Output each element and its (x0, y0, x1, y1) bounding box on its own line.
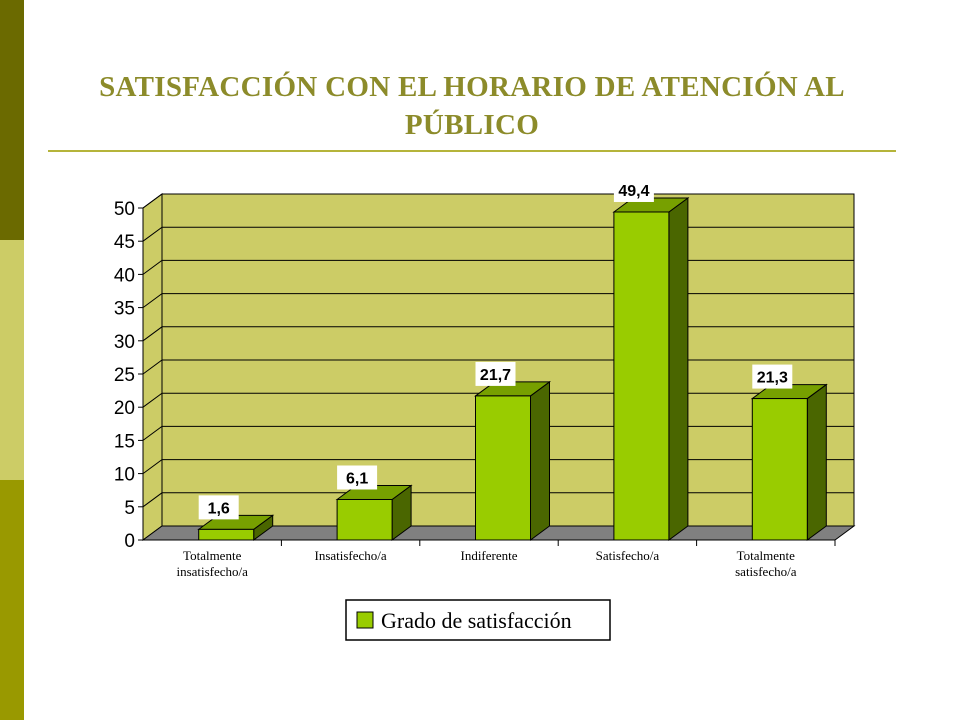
bar (613, 211, 670, 541)
data-label: 1,6 (208, 500, 230, 517)
data-label-box (752, 364, 793, 389)
page-title: SATISFACCIÓN CON EL HORARIO DE ATENCIÓN … (99, 71, 845, 141)
y-tick-label: 40 (114, 265, 135, 286)
x-tick-label: Insatisfecho/a (314, 548, 386, 563)
title-divider (48, 150, 896, 152)
data-label: 49,4 (618, 183, 649, 200)
x-tick-label: Totalmente (183, 548, 242, 563)
bar-side (668, 196, 689, 541)
y-tick-label: 35 (114, 299, 135, 320)
bar (751, 398, 808, 541)
x-tick-label: Totalmente (737, 548, 796, 563)
y-tick-label: 45 (114, 232, 135, 253)
sidebar-band-light (0, 240, 24, 480)
bar (336, 498, 393, 541)
legend-swatch (356, 611, 374, 629)
y-tick-label: 0 (124, 531, 135, 552)
sidebar-decoration (0, 0, 24, 720)
data-label: 6,1 (346, 470, 368, 487)
bar-side (530, 380, 550, 541)
bar-side (806, 383, 827, 541)
y-tick-label: 20 (114, 398, 135, 419)
y-tick-label: 30 (114, 332, 135, 353)
bar (198, 528, 255, 541)
bar (475, 395, 531, 541)
data-label: 21,3 (757, 370, 788, 387)
y-tick-label: 10 (114, 465, 135, 486)
data-label-box (475, 361, 516, 386)
data-label: 21,7 (480, 367, 511, 384)
y-tick-label: 15 (114, 431, 135, 452)
sidebar-band-dark (0, 0, 24, 240)
y-tick-label: 50 (114, 199, 135, 220)
x-tick-label: satisfecho/a (735, 564, 797, 579)
data-label-box (613, 177, 654, 202)
data-label-box (198, 495, 239, 520)
y-tick-label: 25 (114, 365, 135, 386)
x-tick-label: Satisfecho/a (596, 548, 660, 563)
sidebar-band-mid (0, 480, 24, 720)
x-tick-label: Indiferente (460, 548, 517, 563)
x-tick-label: insatisfecho/a (176, 564, 248, 579)
data-label-box (337, 465, 378, 490)
legend-label: Grado de satisfacción (381, 608, 572, 633)
y-tick-label: 5 (124, 498, 135, 519)
legend-box (345, 599, 611, 641)
